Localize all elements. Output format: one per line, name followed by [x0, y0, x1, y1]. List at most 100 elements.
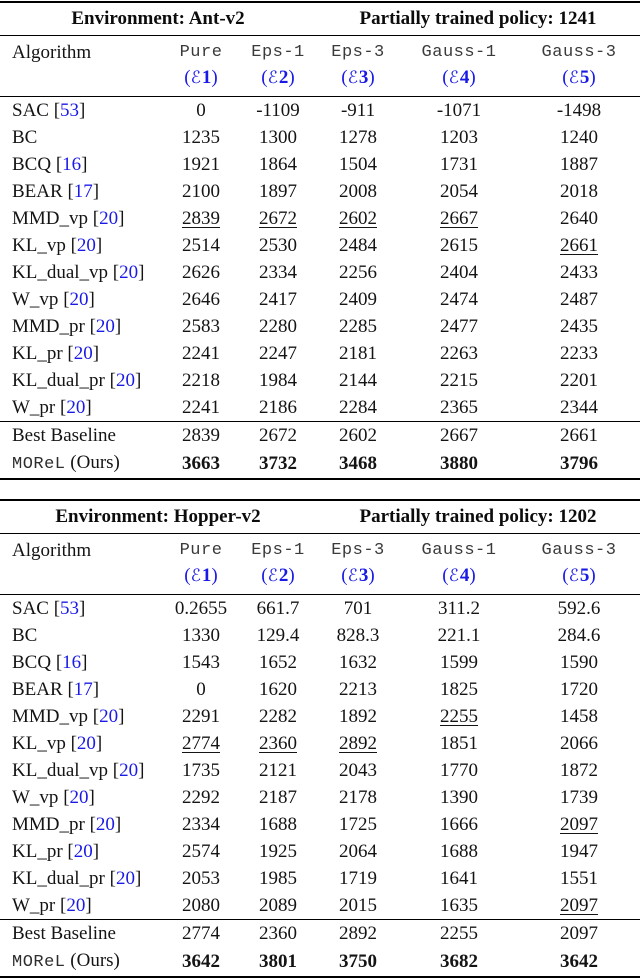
- value-text: 1666: [440, 814, 478, 835]
- table-row: MMD_vp [20] 2839 2672 2602 2667 2640: [0, 205, 640, 232]
- table-row: KL_dual_pr [20] 2218 1984 2144 2215 2201: [0, 367, 640, 394]
- citation-link[interactable]: 20: [73, 841, 93, 862]
- value-cell: 1458: [518, 703, 640, 730]
- value-text: 3750: [339, 951, 377, 972]
- algorithm-name: KL_dual_pr: [12, 868, 105, 889]
- value-text: 3642: [560, 951, 598, 972]
- value-cell: 2100: [162, 178, 240, 205]
- dataset-number: 3: [358, 67, 369, 88]
- citation-link[interactable]: 20: [115, 868, 135, 889]
- value-cell: 2774: [162, 919, 240, 947]
- value-text: 2892: [339, 923, 377, 944]
- value-cell: -1071: [400, 97, 518, 125]
- value-text: 1739: [560, 787, 598, 808]
- citation-link[interactable]: 20: [66, 895, 86, 916]
- value-text: 3801: [259, 951, 297, 972]
- results-table-hopper-v2: Environment: Hopper-v2 Partially trained…: [0, 499, 640, 978]
- citation-link[interactable]: 16: [62, 154, 82, 175]
- citation-link[interactable]: 20: [115, 370, 135, 391]
- column-header-row: Algorithm Pure (ℰ1) Eps-1 (ℰ2) Eps-3 (ℰ3) Gauss…: [0, 533, 640, 595]
- value-text: 2409: [339, 289, 378, 310]
- value-cell: 3642: [162, 947, 240, 977]
- citation-link[interactable]: 20: [73, 343, 93, 364]
- value-text: 2255: [440, 706, 478, 727]
- value-text: 2233: [560, 343, 599, 364]
- value-text: 2241: [182, 397, 220, 418]
- citation-link[interactable]: 16: [62, 652, 82, 673]
- value-text: 1720: [560, 679, 598, 700]
- algorithm-name: SAC: [12, 100, 49, 121]
- citation-link[interactable]: 20: [66, 397, 86, 418]
- algorithm-name: MMD_vp: [12, 706, 89, 727]
- value-text: 2602: [339, 425, 378, 446]
- table-row: BEAR [17] 2100 1897 2008 2054 2018: [0, 178, 640, 205]
- value-cell: 2241: [162, 340, 240, 367]
- algorithm-name-cell: MMD_pr [20]: [12, 814, 122, 835]
- algorithm-name-cell: KL_vp [20]: [12, 733, 103, 754]
- citation-link[interactable]: 17: [73, 679, 93, 700]
- value-text: 1641: [440, 868, 478, 889]
- table-row: SAC [53] 0.2655 661.7 701 311.2 592.6: [0, 595, 640, 623]
- citation-link[interactable]: 17: [73, 181, 93, 202]
- value-cell: 3468: [316, 449, 400, 479]
- value-text: 2282: [259, 706, 297, 727]
- value-text: 2435: [560, 316, 599, 337]
- dataset-tag: (ℰ1): [184, 565, 218, 586]
- dataset-tag: (ℰ3): [341, 565, 375, 586]
- value-cell: 2646: [162, 286, 240, 313]
- citation-link[interactable]: 20: [99, 706, 119, 727]
- value-text: 2530: [259, 235, 297, 256]
- value-cell: 2672: [240, 421, 317, 449]
- citation-link[interactable]: 53: [60, 100, 80, 121]
- summary-rows: Best Baseline 2774 2360 2892 2255 2097 MOReL (…: [0, 919, 640, 978]
- value-text: 2661: [560, 235, 599, 256]
- script-e-symbol: ℰ: [190, 566, 201, 586]
- citation-link[interactable]: 20: [95, 814, 115, 835]
- citation-link[interactable]: 20: [69, 787, 89, 808]
- value-text: 2892: [339, 733, 377, 754]
- value-text: 2100: [182, 181, 220, 202]
- algorithm-name: KL_pr: [12, 841, 63, 862]
- value-text: 284.6: [557, 625, 601, 646]
- value-cell: 2018: [518, 178, 640, 205]
- value-cell: 2066: [518, 730, 640, 757]
- value-text: 2285: [339, 316, 378, 337]
- algorithm-name-cell: MOReL (Ours): [0, 449, 162, 479]
- value-cell: 1851: [400, 730, 518, 757]
- value-cell: 1543: [162, 649, 240, 676]
- value-text: 1719: [339, 868, 377, 889]
- citation-link[interactable]: 20: [99, 208, 119, 229]
- citation-link[interactable]: 53: [60, 598, 80, 619]
- citation-link[interactable]: 20: [95, 316, 115, 337]
- value-text: 1458: [560, 706, 598, 727]
- algorithm-column-header: Algorithm: [0, 533, 162, 595]
- value-cell: 1735: [162, 757, 240, 784]
- citation-link[interactable]: 20: [119, 262, 139, 283]
- value-text: 2280: [259, 316, 297, 337]
- value-cell: 1330: [162, 622, 240, 649]
- algorithm-name-cell: BC: [0, 622, 162, 649]
- value-cell: 2661: [518, 421, 640, 449]
- value-text: 1725: [339, 814, 377, 835]
- value-text: 1240: [560, 127, 599, 148]
- dataset-tag: (ℰ1): [184, 67, 218, 88]
- citation-link[interactable]: 20: [76, 733, 96, 754]
- dataset-tag: (ℰ5): [562, 67, 596, 88]
- value-text: 2187: [259, 787, 297, 808]
- citation-link[interactable]: 20: [76, 235, 96, 256]
- citation-link[interactable]: 20: [69, 289, 89, 310]
- algorithm-name-cell: MMD_vp [20]: [12, 706, 125, 727]
- column-header-gauss-1: Gauss-1 (ℰ4): [400, 533, 518, 595]
- citation-link[interactable]: 20: [119, 760, 139, 781]
- value-text: 129.4: [256, 625, 300, 646]
- value-cell: 1390: [400, 784, 518, 811]
- value-text: -1109: [256, 100, 300, 121]
- algorithm-name-cell: BCQ [16]: [12, 652, 88, 673]
- value-cell: 2080: [162, 892, 240, 920]
- value-cell: 2334: [162, 811, 240, 838]
- value-text: 3682: [440, 951, 478, 972]
- algorithm-name: BCQ: [12, 652, 52, 673]
- script-e-symbol: ℰ: [347, 566, 358, 586]
- table-row: BEAR [17] 0 1620 2213 1825 1720: [0, 676, 640, 703]
- value-cell: 661.7: [240, 595, 316, 623]
